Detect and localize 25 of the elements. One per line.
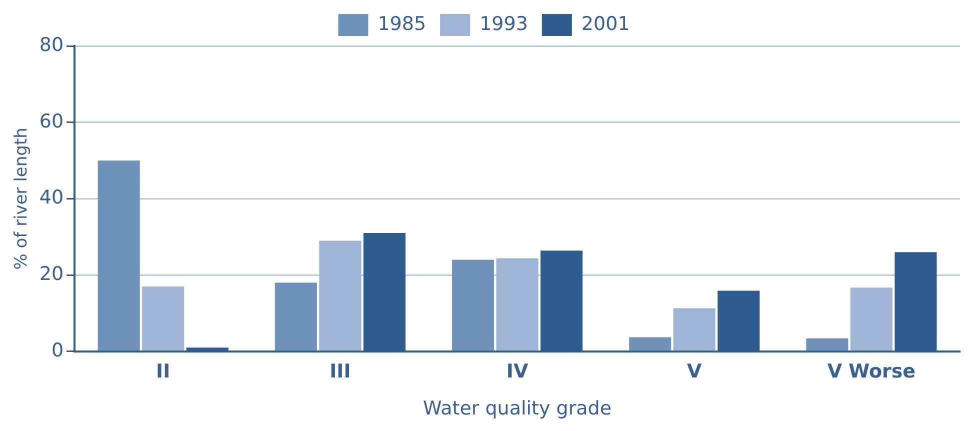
y-axis-title: % of river length [12, 128, 32, 270]
x-tick-label: V [687, 360, 702, 383]
x-tick-label: V Worse [827, 360, 916, 383]
bar [142, 286, 184, 351]
x-tick-label: IV [506, 360, 528, 383]
bar [850, 288, 892, 351]
bar [673, 308, 716, 351]
y-tick-label: 80 [39, 34, 64, 56]
x-tick-label: III [330, 360, 351, 383]
y-tick-label: 20 [39, 262, 64, 285]
bar [496, 258, 538, 351]
x-tick-label: II [156, 360, 170, 383]
x-axis-title: Water quality grade [423, 398, 612, 420]
bar [452, 260, 494, 351]
y-tick-label: 60 [39, 110, 64, 132]
bar [319, 240, 362, 351]
y-tick-label: 0 [51, 339, 64, 362]
legend-label: 1993 [480, 12, 528, 35]
bar [98, 160, 140, 351]
legend-label: 1985 [378, 12, 426, 35]
bar [806, 338, 848, 351]
legend-label: 2001 [581, 12, 630, 35]
y-tick-label: 40 [39, 186, 64, 209]
bar [274, 282, 317, 351]
bar [629, 337, 672, 351]
